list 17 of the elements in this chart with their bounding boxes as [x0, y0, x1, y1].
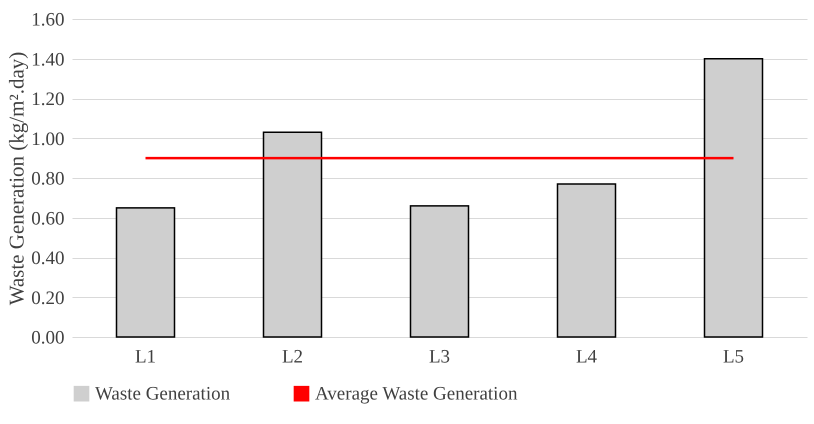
y-tick-label: 0.20 [31, 288, 64, 309]
x-tick-label: L2 [282, 346, 304, 368]
legend-label: Waste Generation [95, 384, 231, 405]
y-tick-label: 0.60 [31, 208, 64, 230]
y-tick-label: 1.40 [31, 49, 64, 70]
y-tick-label: 0.40 [31, 248, 64, 269]
x-tick-label: L3 [428, 346, 450, 368]
x-tick-label: L1 [134, 346, 156, 368]
y-tick-label: 0.00 [31, 328, 64, 348]
x-tick-label: L5 [722, 346, 744, 368]
y-tick-label: 0.80 [31, 168, 64, 190]
y-tick-label: 1.20 [31, 89, 64, 110]
y-tick-label: 1.00 [31, 128, 64, 150]
legend-label: Average Waste Generation [315, 384, 518, 405]
y-tick-label: 1.60 [31, 10, 64, 30]
x-tick-label: L4 [576, 346, 598, 368]
y-axis-title: Waste Generation (kg/m².day) [4, 52, 28, 306]
